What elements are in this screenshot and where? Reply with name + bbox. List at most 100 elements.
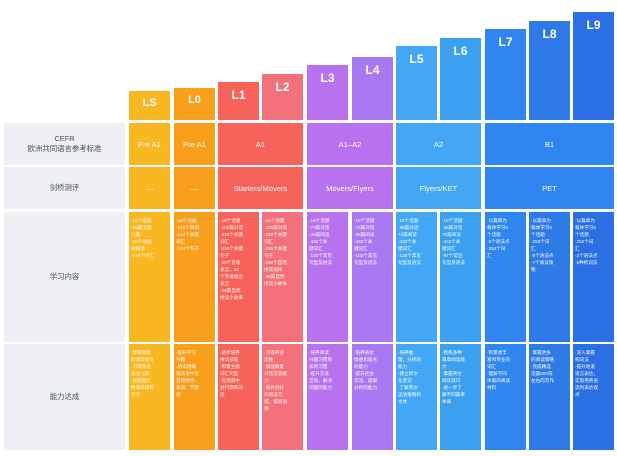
content-cell-line: 句子: [220, 253, 230, 258]
level-header-l9: L9: [573, 12, 614, 120]
ability-cell-line: 兴趣: [176, 357, 186, 362]
ability-cell-line: 感: [176, 392, 181, 397]
content-cell-line: 词汇: [220, 239, 230, 244]
content-cell-line: ·36篇自然: [264, 274, 285, 279]
cambridge-cell-4: Movers/Flyers: [307, 167, 393, 209]
content-cell-line: 拼读小故事: [264, 281, 287, 286]
content-cell-line: ·72篇对话: [354, 225, 375, 230]
level-header-l2: L2: [262, 74, 303, 120]
ability-cell-l9: ·深入掌握 构词法 ·提升地道 语言表达， 实现用英语 流利表达观点: [573, 344, 614, 450]
ability-cell-line: 互动，解决: [309, 378, 332, 383]
content-cell-l9: ·以篇章为 载体学习6 个话题 ·252个词汇 ·2个语法点 ·6种构词法: [573, 212, 614, 342]
content-cell-line: 载体学习6: [487, 225, 508, 230]
content-cell-line: ·16个话题: [264, 218, 285, 223]
content-cell-line: 词汇: [264, 239, 274, 244]
ability-cell-line: ·积累主题: [220, 364, 240, 369]
ability-cell-line: ·在场景中: [220, 378, 240, 383]
content-cell-l2: ·16个话题 ·108篇对话 ·216个关键 词汇 ·216个关键 句子 ·216个自然 拼读…: [262, 212, 303, 342]
content-cell-line: 72篇阅读: [398, 232, 417, 237]
content-cell-line: ·216个关键: [220, 246, 243, 251]
ability-cell-line: 进行简单对: [220, 385, 243, 390]
ability-cell-line: 的课堂指令: [131, 357, 154, 362]
cambridge-cell-5: Flyers/KET: [396, 167, 481, 209]
ability-cell-line: 索的习惯: [309, 364, 328, 369]
content-cell-line: ·16个话题: [442, 218, 463, 223]
content-cell-line: 发音: [220, 281, 230, 286]
content-cell-line: 略: [531, 267, 536, 272]
ability-cell-line: 音的特点、: [176, 378, 199, 383]
content-cell-line: ·16个话题: [176, 218, 197, 223]
ability-cell-line: 材料: [487, 385, 497, 390]
content-cell-line: 句型及语法: [398, 260, 421, 265]
content-cell-line: ·144个关键: [176, 232, 199, 237]
content-cell-line: 汇: [487, 253, 492, 258]
ability-cell-l0: ·提升学习 兴趣 ·辨识相确 语法语中发 音的特点、 语调、节奏感: [174, 344, 215, 450]
ability-cell-line: 解不同篇章: [442, 392, 465, 397]
cambridge-cell-3: Starters/Movers: [218, 167, 303, 209]
ability-cell-line: 构词法: [575, 357, 589, 362]
content-cell-line: ·432个关: [398, 239, 417, 244]
ability-cell-l4: ·培养表达 情感和观点 的能力 ·提升社会 交流、逻辑 分析的能力: [352, 344, 393, 450]
ability-cell-line: 力: [442, 364, 447, 369]
content-cell-line: ·16个话题: [398, 218, 419, 223]
ability-cell-l3: ·培养阅读 兴趣习惯探 索的习惯 ·提升交流 互动，解决 问题的能力: [307, 344, 348, 450]
content-cell-line: ·97个常见: [442, 253, 463, 258]
content-cell-line: ·216个关键: [264, 246, 287, 251]
content-cell-line: 键词汇: [309, 246, 323, 251]
ability-cell-line: ·理解不同: [487, 371, 507, 376]
ability-cell-line: 词汇: [487, 364, 497, 369]
ability-cell-line: 富和专业的: [487, 357, 510, 362]
ability-cell-ls: ·掌握简单 的课堂指令 ·习得英语 发文儿歌 ·能结图片 用简单词和 句子: [129, 344, 170, 450]
ability-cell-line: ·了解英文: [398, 385, 418, 390]
content-cell-line: ·以篇章为: [575, 218, 595, 223]
ability-cell-line: 语调、节奏: [176, 385, 199, 390]
ability-cell-line: 词汇句型: [220, 371, 239, 376]
content-cell-line: 个话题: [531, 232, 545, 237]
content-cell-line: ·253个词: [487, 246, 506, 251]
content-cell-line: 键词汇: [354, 246, 368, 251]
ability-cell-line: ·培养良好: [264, 385, 284, 390]
content-cell-line: ·432个关: [309, 239, 328, 244]
ability-cell-line: ·建立跨文: [398, 371, 418, 376]
ability-cell-line: ·辨识相确: [176, 364, 196, 369]
ability-cell-line: 感: [264, 406, 269, 411]
ability-cell-line: 发文儿歌: [131, 371, 150, 376]
ability-cell-line: ·培养表达: [354, 350, 374, 355]
content-cell-line: ·102个常见: [309, 253, 332, 258]
cefr-cell-1: Pre A1: [129, 123, 170, 165]
ability-cell-line: ·稳练多种: [442, 350, 462, 355]
content-cell-line: ·36个音标: [220, 260, 241, 265]
ability-cell-line: 话: [220, 392, 225, 397]
content-cell-line: ·6种构词法: [575, 260, 598, 265]
ability-cell-line: ·培养阅读: [309, 350, 329, 355]
ability-cell-line: 拼读技能: [220, 357, 239, 362]
ability-cell-line: 思维: [264, 357, 274, 362]
content-cell-line: ·36篇阅读: [354, 232, 375, 237]
content-cell-line: 汇: [575, 246, 580, 251]
level-header-l1: L1: [218, 82, 259, 120]
level-header-l4: L4: [352, 57, 393, 120]
ability-cell-l6: ·稳练多种 篇章阅读能力 ·掌握英文 阅读技巧 ·进一步了 解不同篇章 体裁: [440, 344, 481, 450]
content-cell-line: ·36篇对话: [398, 225, 419, 230]
row-label-cambridge-text-1: 剑桥测评: [49, 183, 80, 192]
cambridge-cell-1: —: [129, 167, 170, 209]
ability-cell-line: ·积累更丰: [487, 350, 507, 355]
ability-cell-line: 运语策略和: [398, 392, 421, 397]
row-label-ability: 能力达成: [4, 344, 125, 450]
ability-cell-line: 话题200词: [531, 371, 553, 376]
content-cell-line: 汇: [531, 246, 536, 251]
row-label-content-text-1: 学习内容: [49, 272, 80, 281]
row-label-cambridge: 剑桥测评: [4, 167, 125, 209]
level-header-l3: L3: [307, 65, 348, 120]
ability-cell-line: 体裁: [442, 399, 452, 404]
level-header-l5: L5: [396, 46, 437, 120]
content-cell-line: ·108篇对话: [220, 225, 243, 230]
cefr-cell-6: B1: [485, 123, 614, 165]
content-cell-l8: ·以篇章为 载体学习6 个话题 ·252个词汇 ·9个语法点 ·7个阅读策略: [529, 212, 570, 342]
row-label-cefr-text-1: CEFR: [54, 134, 75, 143]
ability-cell-line: 左右的写作: [531, 378, 554, 383]
ability-cell-line: 阅读技巧: [442, 378, 461, 383]
content-cell-line: ·16个话题: [131, 218, 152, 223]
row-label-cefr: CEFR 欧洲共同语言参考标准: [4, 123, 125, 165]
content-cell-line: 载体学习6: [575, 225, 596, 230]
